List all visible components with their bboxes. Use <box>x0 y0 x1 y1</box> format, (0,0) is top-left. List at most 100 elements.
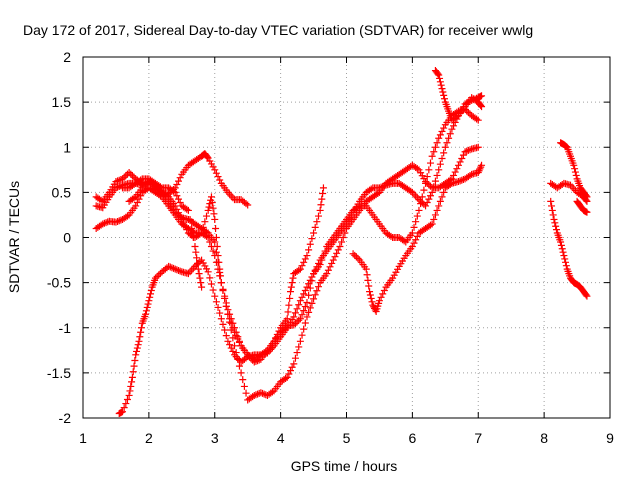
data-point <box>456 158 464 166</box>
data-point <box>450 171 458 179</box>
data-point <box>315 212 323 220</box>
x-axis-label: GPS time / hours <box>291 458 398 474</box>
data-point <box>155 271 163 279</box>
data-point <box>341 229 349 237</box>
data-point <box>295 301 303 309</box>
data-point <box>478 161 486 169</box>
data-point <box>413 232 421 240</box>
data-point <box>464 109 472 117</box>
data-point <box>433 206 441 214</box>
data-point <box>375 297 383 305</box>
data-point <box>137 328 145 336</box>
data-point <box>438 85 446 93</box>
data-point <box>295 343 303 351</box>
data-point <box>328 259 336 267</box>
data-point <box>453 113 461 121</box>
data-point <box>242 389 250 397</box>
data-point <box>303 298 311 306</box>
data-point <box>173 266 181 274</box>
data-point <box>570 161 578 169</box>
data-point <box>366 288 374 296</box>
data-point <box>175 266 183 274</box>
data-point <box>478 92 486 100</box>
data-point <box>284 308 292 316</box>
data-point <box>242 200 250 208</box>
data-point <box>319 184 327 192</box>
data-point <box>438 155 446 163</box>
data-point <box>203 212 211 220</box>
data-point <box>306 304 314 312</box>
data-point <box>319 252 327 260</box>
data-point <box>99 220 107 228</box>
data-point <box>126 387 134 395</box>
data-point <box>380 287 388 295</box>
series-track-9 <box>547 179 591 205</box>
data-point <box>422 202 430 210</box>
y-tick-label: -0.5 <box>47 275 71 291</box>
data-point <box>559 248 567 256</box>
data-point <box>426 221 434 229</box>
data-point <box>147 290 155 298</box>
data-point <box>286 294 294 302</box>
data-point <box>583 193 591 201</box>
x-tick-label: 4 <box>277 430 285 446</box>
data-point <box>458 176 466 184</box>
data-point <box>352 253 360 261</box>
data-point <box>303 252 311 260</box>
data-point <box>235 362 243 370</box>
data-point <box>170 187 178 195</box>
data-point <box>379 290 387 298</box>
data-point <box>143 303 151 311</box>
data-point <box>226 315 234 323</box>
data-point <box>204 268 212 276</box>
data-point <box>425 166 433 174</box>
data-point <box>367 185 375 193</box>
data-point <box>205 203 213 211</box>
data-point <box>285 301 293 309</box>
data-point <box>128 172 136 180</box>
data-point <box>217 279 225 287</box>
data-point <box>287 367 295 375</box>
data-point <box>250 391 258 399</box>
data-point <box>203 153 211 161</box>
data-point <box>305 246 313 254</box>
data-point <box>194 265 202 273</box>
data-point <box>290 360 298 368</box>
data-point <box>214 265 222 273</box>
data-point <box>477 102 485 110</box>
data-point <box>473 115 481 123</box>
y-axis-label: SDTVAR / TECUs <box>6 181 22 293</box>
data-point <box>193 261 201 269</box>
data-point <box>171 265 179 273</box>
x-tick-label: 1 <box>79 430 87 446</box>
data-point <box>377 293 385 301</box>
data-point <box>211 166 219 174</box>
data-point <box>137 324 145 332</box>
data-point <box>431 177 439 185</box>
data-point <box>426 182 434 190</box>
data-point <box>255 352 263 360</box>
data-point <box>207 280 215 288</box>
data-point <box>438 193 446 201</box>
data-point <box>244 201 252 209</box>
data-point <box>166 263 174 271</box>
data-point <box>454 178 462 186</box>
y-tick-label: 1 <box>63 139 71 155</box>
tick-layer: 1 2 3 4 5 6 7 8 9 2 1.5 1 0.5 0 -0.5 -1 -1.5 -2 <box>47 49 614 446</box>
data-point <box>354 203 362 211</box>
data-point <box>175 195 183 203</box>
data-point <box>293 349 301 357</box>
data-point <box>237 369 245 377</box>
data-point <box>198 283 206 291</box>
data-point <box>338 238 346 246</box>
data-point <box>219 287 227 295</box>
data-point <box>201 218 209 226</box>
data-point <box>115 217 123 225</box>
y-tick-label: -1 <box>59 320 72 336</box>
data-point <box>222 332 230 340</box>
y-tick-label: 0.5 <box>52 184 72 200</box>
x-tick-label: 6 <box>408 430 416 446</box>
data-point <box>318 195 326 203</box>
data-point <box>454 161 462 169</box>
